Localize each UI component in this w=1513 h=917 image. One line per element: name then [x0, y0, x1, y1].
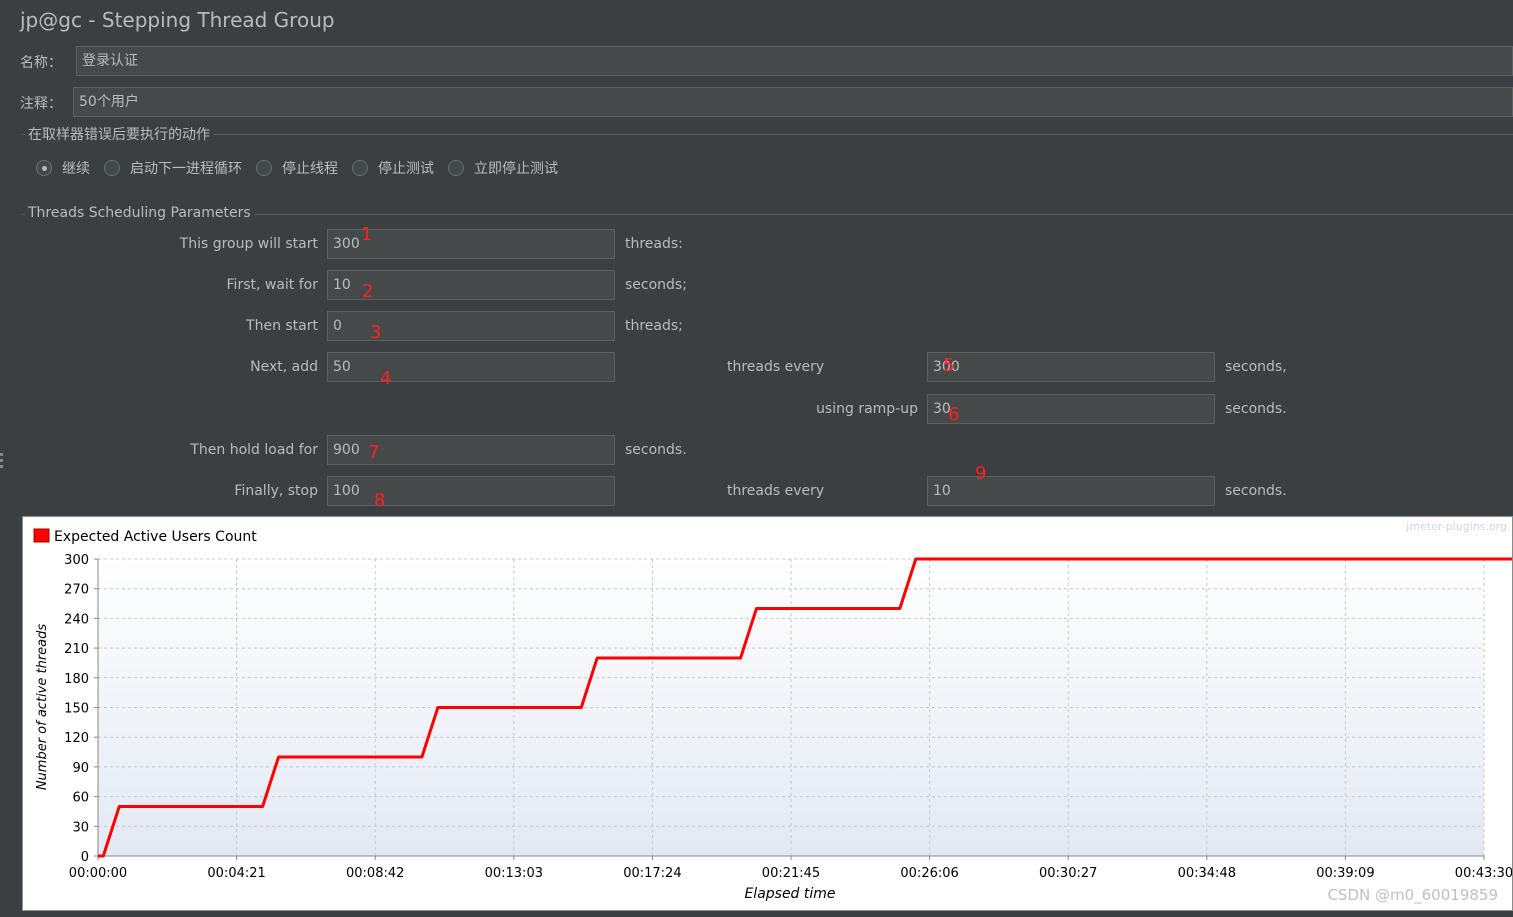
x-tick-label: 00:08:42 [346, 866, 404, 881]
initial-delay-unit: seconds; [625, 277, 687, 293]
legend-label: Expected Active Users Count [54, 529, 257, 545]
stop-every-field[interactable]: 10 [927, 476, 1215, 506]
ramp-up-label: using ramp-up [816, 401, 918, 417]
x-tick-label: 00:43:30 [1455, 866, 1512, 881]
annotation-2: 2 [362, 281, 374, 302]
annotation-5: 5 [943, 355, 955, 376]
x-tick-label: 00:04:21 [207, 866, 265, 881]
splitter-handle[interactable] [0, 450, 4, 480]
y-tick-label: 60 [72, 791, 89, 806]
annotation-9: 9 [975, 463, 987, 484]
annotation-7: 7 [368, 442, 380, 463]
radio-unselected-icon [104, 160, 120, 176]
params-group-title: Threads Scheduling Parameters [25, 205, 254, 221]
y-tick-label: 270 [64, 583, 89, 598]
legend-swatch [33, 528, 50, 543]
name-label: 名称： [20, 55, 62, 71]
radio-continue[interactable]: 继续 [36, 158, 90, 178]
x-tick-label: 00:39:09 [1316, 866, 1374, 881]
hold-load-unit: seconds. [625, 442, 687, 458]
x-tick-label: 00:13:03 [485, 866, 543, 881]
annotation-4: 4 [380, 368, 392, 389]
comment-label: 注释： [20, 96, 62, 112]
initial-delay-field[interactable]: 10 [327, 270, 615, 300]
y-tick-label: 0 [81, 850, 89, 865]
radio-stop-thread[interactable]: 停止线程 [256, 158, 338, 178]
initial-delay-label: First, wait for [226, 277, 318, 293]
stop-threads-field[interactable]: 100 [327, 476, 615, 506]
name-field[interactable]: 登录认证 [76, 46, 1513, 76]
radio-stop-test-now[interactable]: 立即停止测试 [448, 158, 558, 178]
y-axis-title: Number of active threads [35, 624, 50, 791]
radio-unselected-icon [448, 160, 464, 176]
radio-start-next-loop-label: 启动下一进程循环 [130, 161, 242, 177]
y-tick-label: 300 [64, 553, 89, 568]
x-axis-title: Elapsed time [744, 886, 835, 902]
y-tick-label: 240 [64, 612, 89, 627]
radio-continue-label: 继续 [62, 161, 90, 177]
radio-stop-test[interactable]: 停止测试 [352, 158, 434, 178]
start-threads-unit: threads: [625, 236, 683, 252]
stop-every-label: threads every [727, 483, 825, 499]
y-tick-label: 30 [72, 820, 89, 835]
radio-unselected-icon [352, 160, 368, 176]
y-tick-label: 120 [64, 731, 89, 746]
chart-svg: 0 30 60 90 120 150 180 210 240 270 300 00:00:00 00:0… [33, 520, 1513, 902]
radio-unselected-icon [256, 160, 272, 176]
brand-text: jmeter-plugins.org [1405, 520, 1507, 533]
y-tick-label: 90 [72, 761, 89, 776]
annotation-1: 1 [361, 224, 373, 245]
increment-field[interactable]: 50 [327, 352, 615, 382]
sampler-error-group-border [22, 134, 1513, 135]
stop-threads-label: Finally, stop [234, 483, 318, 499]
params-group-border [22, 214, 1513, 215]
then-start-field[interactable]: 0 [327, 311, 615, 341]
radio-start-next-loop[interactable]: 启动下一进程循环 [104, 158, 242, 178]
then-start-unit: threads; [625, 318, 683, 334]
x-tick-label: 00:26:06 [900, 866, 958, 881]
sampler-error-group-title: 在取样器错误后要执行的动作 [25, 124, 213, 144]
chart-panel: 0 30 60 90 120 150 180 210 240 270 300 00:00:00 00:0… [22, 516, 1513, 911]
start-threads-field[interactable]: 300 [327, 229, 615, 259]
radio-stop-test-now-label: 立即停止测试 [474, 161, 558, 177]
increment-every-label: threads every [727, 359, 825, 375]
start-threads-label: This group will start [179, 236, 318, 252]
stop-every-unit: seconds. [1225, 483, 1287, 499]
x-tick-label: 00:34:48 [1178, 866, 1236, 881]
increment-every-unit: seconds, [1225, 359, 1287, 375]
ramp-up-unit: seconds. [1225, 401, 1287, 417]
then-start-label: Then start [246, 318, 318, 334]
x-tick-label: 00:00:00 [69, 866, 127, 881]
radio-stop-test-label: 停止测试 [378, 161, 434, 177]
watermark: CSDN @m0_60019859 [1327, 886, 1498, 904]
annotation-6: 6 [948, 404, 960, 425]
x-tick-label: 00:30:27 [1039, 866, 1097, 881]
y-tick-label: 210 [64, 642, 89, 657]
x-tick-label: 00:21:45 [762, 866, 820, 881]
comment-field[interactable]: 50个用户 [73, 87, 1513, 117]
x-tick-label: 00:17:24 [623, 866, 681, 881]
increment-every-field[interactable]: 300 [927, 352, 1215, 382]
series-line [98, 557, 1513, 858]
y-tick-label: 180 [64, 672, 89, 687]
window-title: jp@gc - Stepping Thread Group [20, 8, 335, 32]
ramp-up-field[interactable]: 30 [927, 394, 1215, 424]
annotation-3: 3 [370, 322, 382, 343]
hold-load-label: Then hold load for [190, 442, 318, 458]
increment-label: Next, add [250, 359, 318, 375]
hold-load-field[interactable]: 900 [327, 435, 615, 465]
radio-stop-thread-label: 停止线程 [282, 161, 338, 177]
y-tick-label: 150 [64, 702, 89, 717]
sampler-error-options: 继续 启动下一进程循环 停止线程 停止测试 立即停止测试 [36, 158, 572, 178]
annotation-8: 8 [374, 490, 386, 511]
radio-selected-icon [36, 160, 52, 176]
